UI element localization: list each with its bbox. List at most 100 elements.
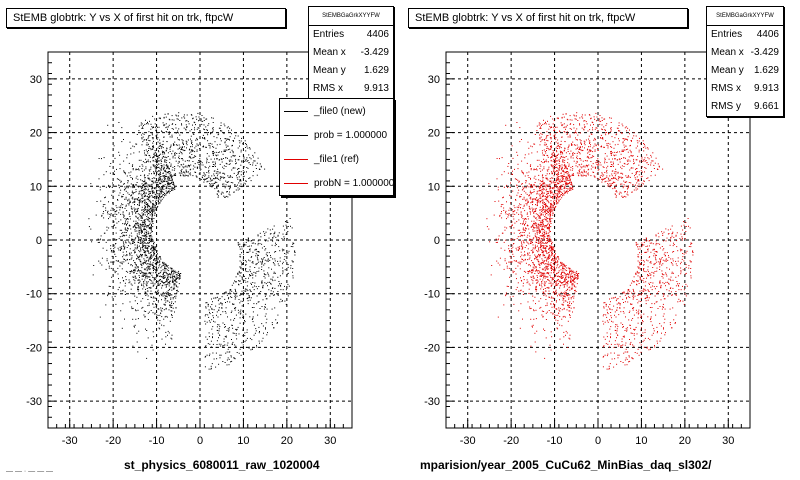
left-scatter-point <box>128 198 130 200</box>
left-scatter-point <box>257 259 259 261</box>
left-scatter-point <box>208 155 210 157</box>
left-scatter-point <box>165 295 167 297</box>
right-scatter-point <box>530 276 532 278</box>
left-scatter-point <box>123 183 125 185</box>
left-scatter-point <box>175 124 177 126</box>
right-scatter-point <box>506 267 508 269</box>
left-scatter-point <box>284 253 286 254</box>
right-scatter-point <box>659 306 661 307</box>
left-scatter-point <box>251 262 253 264</box>
left-scatter-point <box>158 265 160 267</box>
left-scatter-point <box>174 283 176 285</box>
left-scatter-point <box>193 156 195 158</box>
left-scatter-point <box>229 301 231 303</box>
right-scatter-point <box>540 127 542 129</box>
right-scatter-point <box>622 125 624 127</box>
left-scatter-point <box>144 231 146 233</box>
left-scatter-point <box>149 235 151 237</box>
right-scatter-point <box>637 302 639 304</box>
right-scatter-point <box>554 304 556 306</box>
right-scatter-point <box>529 284 531 286</box>
left-scatter-point <box>237 244 239 246</box>
right-scatter-point <box>647 269 649 271</box>
left-scatter-point <box>162 262 164 264</box>
left-scatter-point <box>203 178 205 180</box>
left-scatter-point <box>152 246 154 248</box>
left-scatter-point <box>143 281 145 283</box>
left-scatter-point <box>228 329 230 331</box>
left-scatter-point <box>255 330 257 332</box>
right-scatter-point <box>579 172 581 174</box>
left-scatter-point <box>207 305 209 307</box>
left-scatter-point <box>159 187 161 189</box>
left-scatter-point <box>205 314 207 315</box>
left-scatter-point <box>135 265 137 267</box>
left-scatter-point <box>174 153 176 155</box>
left-scatter-point <box>143 193 144 195</box>
left-scatter-point <box>189 169 191 171</box>
left-scatter-point <box>137 207 139 209</box>
left-scatter-point <box>261 263 263 265</box>
left-scatter-point <box>148 191 150 193</box>
left-scatter-point <box>120 290 122 292</box>
left-scatter-point <box>148 260 150 262</box>
left-scatter-point <box>185 140 187 142</box>
right-scatter-point <box>549 206 551 208</box>
left-scatter-point <box>124 172 126 173</box>
left-scatter-point <box>141 138 143 140</box>
left-scatter-point <box>231 343 233 345</box>
right-scatter-point <box>606 144 608 146</box>
right-scatter-point <box>572 276 574 278</box>
left-scatter-point <box>165 271 167 273</box>
right-scatter-point <box>626 327 628 329</box>
left-scatter-point <box>148 259 150 261</box>
left-x-tick-label: -20 <box>105 435 121 447</box>
right-scatter-point <box>509 296 511 298</box>
left-scatter-point <box>245 180 247 182</box>
left-scatter-point <box>144 207 145 209</box>
left-scatter-point <box>134 252 135 254</box>
left-scatter-point <box>146 288 148 289</box>
right-scatter-point <box>503 186 505 188</box>
left-scatter-point <box>206 178 207 180</box>
left-scatter-point <box>142 200 144 202</box>
right-scatter-point <box>504 258 506 260</box>
left-scatter-point <box>166 148 168 150</box>
left-scatter-point <box>282 289 284 291</box>
left-scatter-point <box>275 236 277 238</box>
left-scatter-point <box>130 271 132 272</box>
left-scatter-point <box>120 310 122 312</box>
right-scatter-point <box>507 216 509 218</box>
left-scatter-point <box>104 197 106 199</box>
left-scatter-point <box>195 172 197 173</box>
right-scatter-point <box>609 298 610 300</box>
left-scatter-point <box>132 243 133 244</box>
left-scatter-point <box>225 146 227 148</box>
left-scatter-point <box>166 157 168 159</box>
left-scatter-point <box>205 178 207 180</box>
right-scatter-point <box>634 295 636 297</box>
left-scatter-point <box>143 314 145 316</box>
right-scatter-point <box>608 158 610 160</box>
right-scatter-point <box>565 172 567 174</box>
left-scatter-point <box>110 245 112 247</box>
left-scatter-point <box>182 175 184 177</box>
left-scatter-point <box>178 172 180 174</box>
left-scatter-point <box>269 259 271 261</box>
left-scatter-point <box>270 256 272 258</box>
left-scatter-point <box>145 206 147 208</box>
left-scatter-point <box>138 258 140 260</box>
left-scatter-point <box>241 277 243 279</box>
left-scatter-point <box>152 285 154 287</box>
left-scatter-point <box>192 118 194 120</box>
left-scatter-point <box>141 285 143 286</box>
right-scatter-point <box>530 193 532 195</box>
left-scatter-point <box>118 221 120 223</box>
left-scatter-point <box>164 177 166 179</box>
left-scatter-point <box>150 227 152 229</box>
left-scatter-point <box>242 344 244 346</box>
left-scatter-point <box>202 120 204 122</box>
right-scatter-point <box>615 171 617 173</box>
left-scatter-point <box>148 227 150 229</box>
left-scatter-point <box>143 233 145 235</box>
